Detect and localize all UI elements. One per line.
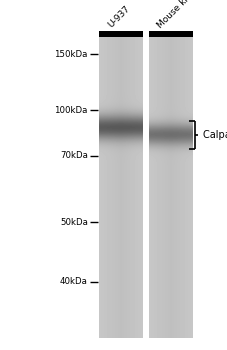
Bar xyxy=(99,37,143,338)
Text: 50kDa: 50kDa xyxy=(60,218,87,227)
Text: U-937: U-937 xyxy=(106,4,131,30)
Text: Calpain 1: Calpain 1 xyxy=(202,130,227,140)
Bar xyxy=(148,37,192,338)
Text: 150kDa: 150kDa xyxy=(54,50,87,59)
Bar xyxy=(148,32,192,37)
Text: 70kDa: 70kDa xyxy=(60,151,87,160)
Text: Mouse kidney: Mouse kidney xyxy=(155,0,205,30)
Text: 100kDa: 100kDa xyxy=(54,106,87,115)
Text: 40kDa: 40kDa xyxy=(60,277,87,286)
Bar xyxy=(99,32,143,37)
